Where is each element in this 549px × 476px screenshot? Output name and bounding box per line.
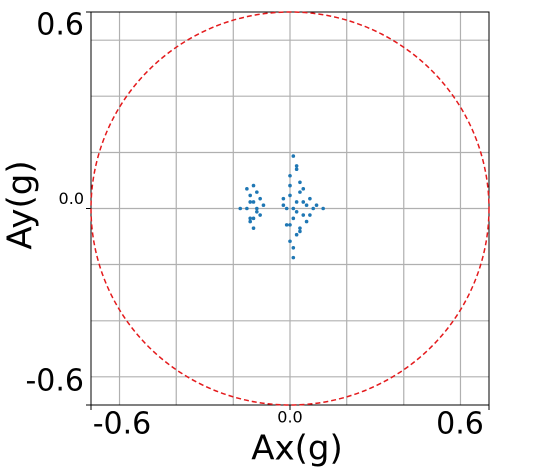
point [311,206,316,211]
point [291,255,296,260]
point [288,193,292,198]
point [284,206,289,211]
point [294,167,299,171]
point [248,216,252,221]
point [251,200,256,204]
point [291,206,296,211]
point [314,203,319,208]
point [288,173,292,178]
point [258,196,262,201]
point [301,200,306,204]
y-tick-label: 0.0 [59,189,84,208]
point [298,190,302,194]
point [255,209,259,214]
point [298,180,302,185]
point [255,206,259,211]
point [251,183,256,188]
point [291,154,296,158]
point [288,239,292,244]
point [248,219,252,224]
limit-circle [90,11,490,406]
point [238,206,243,211]
point [245,187,249,191]
x-axis-label: Ax(g) [251,429,343,469]
y-axis-label: Ay(g) [1,160,41,249]
point [294,209,299,214]
point [281,196,286,201]
point [294,164,299,168]
x-tick-label: -0.6 [93,407,152,442]
point [304,219,309,224]
point [284,223,289,227]
point [304,203,309,208]
point [301,187,306,191]
point [294,232,299,237]
point [301,213,306,217]
point [258,213,262,217]
x-tick-label: 0.6 [436,407,484,442]
point [288,223,292,227]
y-tick-label: -0.6 [25,364,84,399]
point [245,206,249,211]
point [308,196,312,201]
point [248,193,252,198]
point [255,190,259,194]
point [291,216,296,221]
x-tick-label: 0.0 [277,408,302,427]
point [308,213,312,217]
point [281,203,286,208]
y-tick-label: 0.6 [36,8,84,43]
point [248,200,252,204]
point [251,216,256,221]
point [291,246,296,250]
point [261,203,266,208]
point [251,226,256,230]
point [298,226,302,230]
point [288,183,292,188]
point [294,200,299,204]
point [321,206,325,211]
point [298,229,302,234]
